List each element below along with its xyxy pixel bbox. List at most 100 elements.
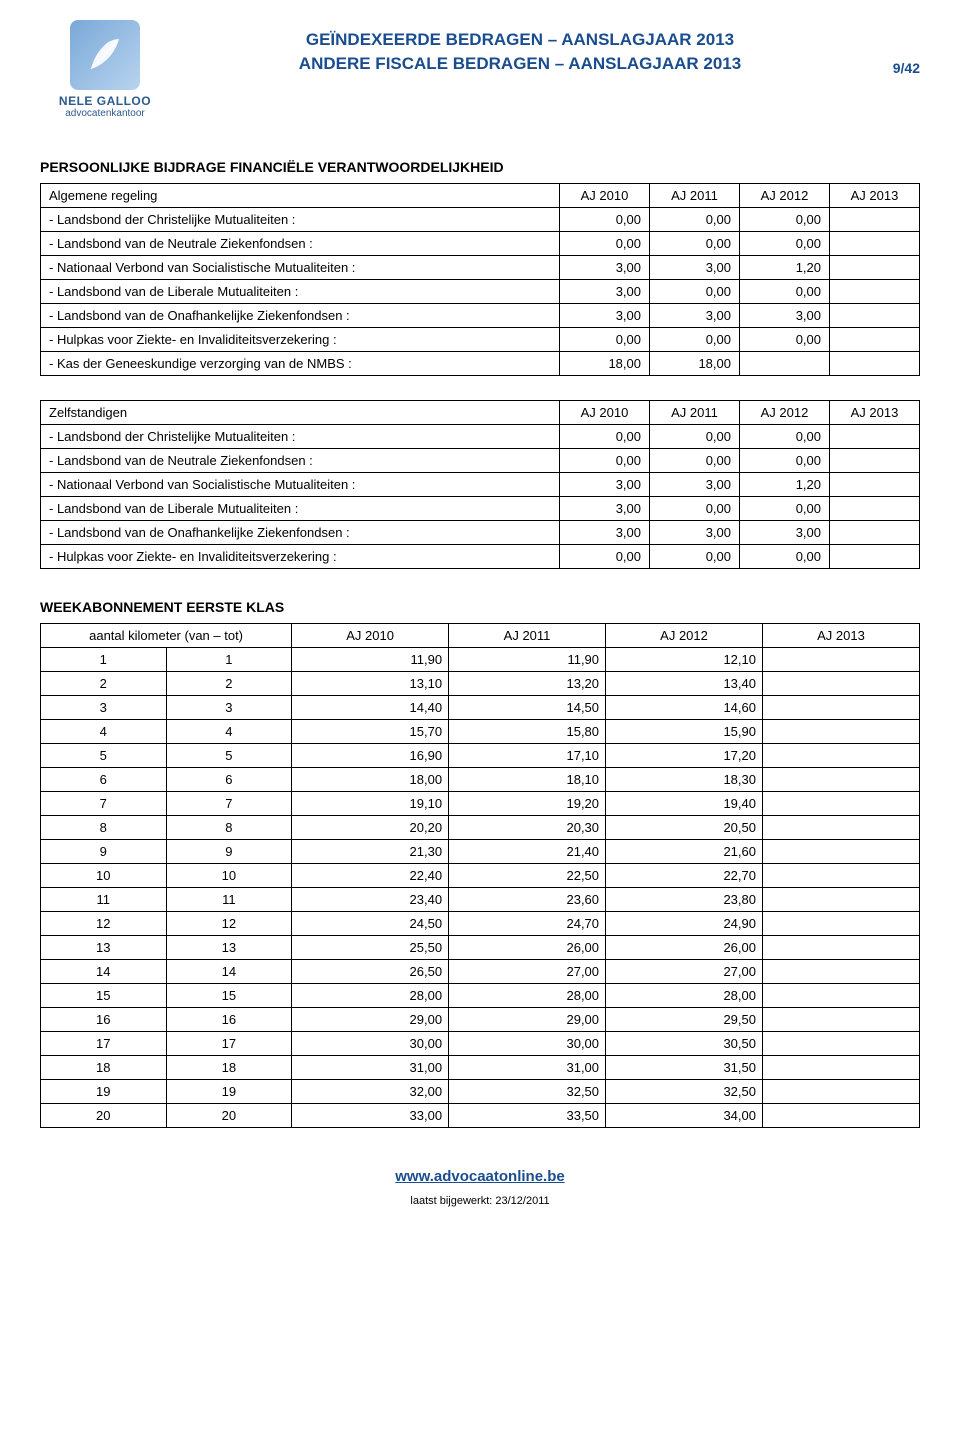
cell-km-to: 2 xyxy=(166,672,292,696)
cell-km-to: 11 xyxy=(166,888,292,912)
logo: NELE GALLOO advocatenkantoor xyxy=(40,20,170,119)
cell-aj2012: 24,90 xyxy=(606,912,763,936)
cell-km-from: 10 xyxy=(41,864,167,888)
cell-aj2013 xyxy=(830,473,920,497)
cell-aj2012: 31,50 xyxy=(606,1056,763,1080)
cell-aj2011: 29,00 xyxy=(449,1008,606,1032)
cell-aj2013 xyxy=(830,280,920,304)
cell-aj2011: 0,00 xyxy=(650,280,740,304)
cell-km-from: 15 xyxy=(41,984,167,1008)
cell-aj2010: 25,50 xyxy=(292,936,449,960)
table-row: 161629,0029,0029,50 xyxy=(41,1008,920,1032)
title-block: GEÏNDEXEERDE BEDRAGEN – AANSLAGJAAR 2013… xyxy=(170,20,870,76)
cell-km-to: 19 xyxy=(166,1080,292,1104)
table-header-row: aantal kilometer (van – tot) AJ 2010 AJ … xyxy=(41,624,920,648)
cell-km-to: 14 xyxy=(166,960,292,984)
cell-km-from: 8 xyxy=(41,816,167,840)
cell-aj2011: 3,00 xyxy=(650,304,740,328)
table-row: 151528,0028,0028,00 xyxy=(41,984,920,1008)
cell-aj2012: 3,00 xyxy=(740,521,830,545)
cell-aj2011: 14,50 xyxy=(449,696,606,720)
cell-label: - Hulpkas voor Ziekte- en Invaliditeitsv… xyxy=(41,545,560,569)
header: NELE GALLOO advocatenkantoor GEÏNDEXEERD… xyxy=(40,20,920,119)
cell-aj2013 xyxy=(762,1056,919,1080)
cell-label: - Landsbond van de Liberale Mutualiteite… xyxy=(41,497,560,521)
table-row: - Nationaal Verbond van Socialistische M… xyxy=(41,256,920,280)
cell-aj2012: 0,00 xyxy=(740,449,830,473)
cell-km-from: 4 xyxy=(41,720,167,744)
cell-km-to: 4 xyxy=(166,720,292,744)
cell-label: - Landsbond van de Onafhankelijke Zieken… xyxy=(41,304,560,328)
cell-aj2012 xyxy=(740,352,830,376)
cell-aj2010: 3,00 xyxy=(560,473,650,497)
cell-aj2013 xyxy=(830,352,920,376)
col-aj2013: AJ 2013 xyxy=(830,184,920,208)
cell-aj2011: 30,00 xyxy=(449,1032,606,1056)
cell-aj2012: 3,00 xyxy=(740,304,830,328)
cell-aj2010: 31,00 xyxy=(292,1056,449,1080)
cell-aj2012: 0,00 xyxy=(740,208,830,232)
table-row: - Landsbond van de Neutrale Ziekenfondse… xyxy=(41,232,920,256)
col-aj2011: AJ 2011 xyxy=(650,401,740,425)
cell-aj2010: 18,00 xyxy=(292,768,449,792)
cell-label: - Landsbond van de Onafhankelijke Zieken… xyxy=(41,521,560,545)
cell-km-to: 1 xyxy=(166,648,292,672)
cell-km-to: 13 xyxy=(166,936,292,960)
cell-km-to: 9 xyxy=(166,840,292,864)
cell-aj2010: 0,00 xyxy=(560,208,650,232)
footer: www.advocaatonline.be laatst bijgewerkt:… xyxy=(40,1168,920,1207)
cell-label: - Landsbond van de Neutrale Ziekenfondse… xyxy=(41,449,560,473)
col-aj2012: AJ 2012 xyxy=(740,401,830,425)
footer-link[interactable]: www.advocaatonline.be xyxy=(395,1168,564,1185)
cell-aj2012: 28,00 xyxy=(606,984,763,1008)
cell-aj2012: 18,30 xyxy=(606,768,763,792)
cell-km-from: 16 xyxy=(41,1008,167,1032)
cell-km-to: 18 xyxy=(166,1056,292,1080)
table-weekabonnement: aantal kilometer (van – tot) AJ 2010 AJ … xyxy=(40,623,920,1128)
cell-aj2011: 0,00 xyxy=(650,449,740,473)
cell-label: - Kas der Geneeskundige verzorging van d… xyxy=(41,352,560,376)
cell-aj2013 xyxy=(830,328,920,352)
cell-aj2010: 24,50 xyxy=(292,912,449,936)
cell-aj2012: 32,50 xyxy=(606,1080,763,1104)
table-row: 8820,2020,3020,50 xyxy=(41,816,920,840)
table-row: 5516,9017,1017,20 xyxy=(41,744,920,768)
section1-title: PERSOONLIJKE BIJDRAGE FINANCIËLE VERANTW… xyxy=(40,159,920,175)
logo-subtitle: advocatenkantoor xyxy=(40,108,170,119)
table-row: 191932,0032,5032,50 xyxy=(41,1080,920,1104)
cell-aj2011: 28,00 xyxy=(449,984,606,1008)
cell-aj2011: 19,20 xyxy=(449,792,606,816)
col-aj2013: AJ 2013 xyxy=(830,401,920,425)
cell-aj2013 xyxy=(762,816,919,840)
cell-km-to: 17 xyxy=(166,1032,292,1056)
table-row: - Landsbond van de Neutrale Ziekenfondse… xyxy=(41,449,920,473)
cell-km-to: 16 xyxy=(166,1008,292,1032)
table-row: 181831,0031,0031,50 xyxy=(41,1056,920,1080)
cell-aj2012: 19,40 xyxy=(606,792,763,816)
cell-km-to: 7 xyxy=(166,792,292,816)
cell-aj2012: 29,50 xyxy=(606,1008,763,1032)
cell-aj2010: 0,00 xyxy=(560,545,650,569)
table-row: 141426,5027,0027,00 xyxy=(41,960,920,984)
cell-aj2010: 3,00 xyxy=(560,304,650,328)
cell-km-to: 8 xyxy=(166,816,292,840)
table-row: 3314,4014,5014,60 xyxy=(41,696,920,720)
cell-aj2010: 26,50 xyxy=(292,960,449,984)
cell-km-to: 20 xyxy=(166,1104,292,1128)
cell-aj2013 xyxy=(762,792,919,816)
cell-aj2013 xyxy=(762,960,919,984)
table-row: 101022,4022,5022,70 xyxy=(41,864,920,888)
table-row: - Landsbond van de Onafhankelijke Zieken… xyxy=(41,521,920,545)
table-row: 9921,3021,4021,60 xyxy=(41,840,920,864)
col-aj2010: AJ 2010 xyxy=(292,624,449,648)
cell-aj2010: 13,10 xyxy=(292,672,449,696)
cell-km-from: 5 xyxy=(41,744,167,768)
cell-km-to: 3 xyxy=(166,696,292,720)
table-row: 2213,1013,2013,40 xyxy=(41,672,920,696)
cell-aj2010: 19,10 xyxy=(292,792,449,816)
cell-aj2012: 15,90 xyxy=(606,720,763,744)
cell-km-from: 18 xyxy=(41,1056,167,1080)
cell-aj2013 xyxy=(762,912,919,936)
cell-label: - Landsbond der Christelijke Mutualiteit… xyxy=(41,425,560,449)
cell-aj2011: 3,00 xyxy=(650,473,740,497)
